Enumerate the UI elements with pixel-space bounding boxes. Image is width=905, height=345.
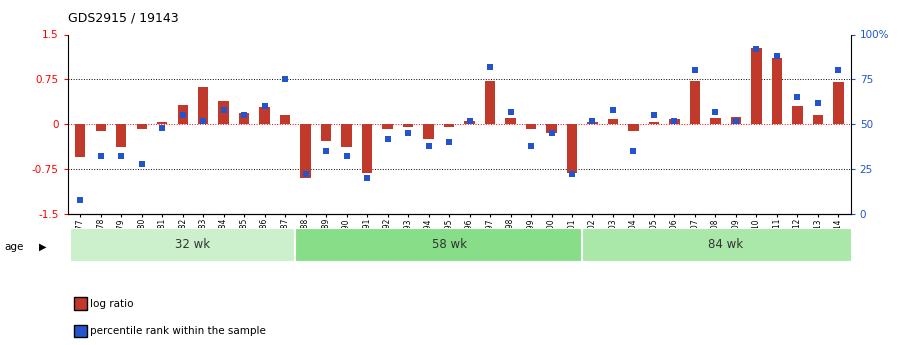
Bar	[792, 106, 803, 124]
Bar	[116, 124, 127, 147]
Bar	[772, 58, 782, 124]
Bar	[280, 115, 291, 124]
Bar	[628, 124, 639, 131]
Text: ▶: ▶	[39, 242, 46, 252]
Bar	[157, 122, 167, 124]
Bar	[751, 48, 761, 124]
Text: 58 wk: 58 wk	[432, 238, 467, 252]
Bar	[731, 117, 741, 124]
Bar	[670, 119, 680, 124]
Bar	[464, 121, 474, 124]
Bar	[690, 81, 700, 124]
Bar	[649, 122, 659, 124]
Bar	[505, 118, 516, 124]
Bar	[239, 114, 249, 124]
Bar	[813, 115, 823, 124]
Bar	[341, 124, 352, 147]
Bar	[321, 124, 331, 141]
Text: log ratio: log ratio	[90, 299, 134, 308]
Bar	[485, 81, 495, 124]
Bar	[96, 124, 106, 131]
Bar	[362, 124, 372, 173]
Bar	[198, 87, 208, 124]
Bar	[444, 124, 454, 127]
Bar	[582, 228, 869, 262]
Bar	[218, 101, 229, 124]
Bar	[567, 124, 577, 173]
Text: 32 wk: 32 wk	[176, 238, 211, 252]
Bar	[383, 124, 393, 129]
Bar	[137, 124, 147, 129]
Text: GDS2915 / 19143: GDS2915 / 19143	[68, 11, 178, 24]
Bar	[295, 228, 603, 262]
Bar	[403, 124, 414, 127]
Bar	[547, 124, 557, 133]
Text: percentile rank within the sample: percentile rank within the sample	[90, 326, 266, 336]
Bar	[300, 124, 310, 178]
Bar	[424, 124, 433, 139]
Text: age: age	[5, 242, 24, 252]
Bar	[608, 119, 618, 124]
Bar	[710, 118, 720, 124]
Text: 84 wk: 84 wk	[708, 238, 743, 252]
Bar	[75, 124, 85, 157]
Bar	[526, 124, 536, 129]
Bar	[177, 105, 187, 124]
Bar	[834, 82, 843, 124]
Bar	[260, 107, 270, 124]
Bar	[587, 122, 597, 124]
Bar	[70, 228, 316, 262]
